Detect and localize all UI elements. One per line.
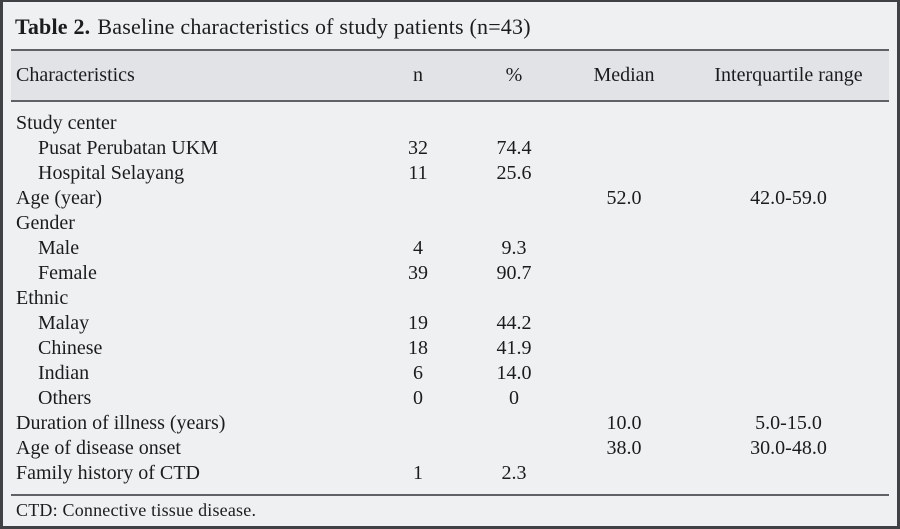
cell-n: 1 — [413, 462, 423, 484]
cell-n: 18 — [408, 337, 428, 359]
row-label: Hospital Selayang — [38, 162, 185, 184]
column-header-row: Characteristics n % Median Interquartile… — [11, 51, 889, 100]
cell-n: 39 — [408, 262, 428, 284]
row-label: Female — [38, 262, 97, 284]
cell-median: 52.0 — [606, 187, 642, 209]
table-row: Others 0 0 — [11, 386, 889, 411]
row-label: Chinese — [38, 337, 103, 359]
bottom-rule-wrap — [3, 494, 897, 496]
cell-iqr: 30.0-48.0 — [750, 437, 827, 459]
table-row: Gender — [11, 211, 889, 236]
divider-top — [11, 49, 889, 51]
table-row: Study center — [11, 111, 889, 136]
row-label: Study center — [16, 112, 117, 134]
divider-bottom — [11, 494, 889, 496]
table-row: Chinese 18 41.9 — [11, 336, 889, 361]
cell-percent: 2.3 — [501, 462, 527, 484]
table-body: Study center Pusat Perubatan UKM 32 74.4 Hos… — [3, 102, 897, 494]
table-row: Hospital Selayang 11 25.6 — [11, 161, 889, 186]
cell-n: 4 — [413, 237, 423, 259]
cell-percent: 9.3 — [501, 237, 527, 259]
cell-percent: 25.6 — [496, 162, 532, 184]
top-rule-wrap: Characteristics n % Median Interquartile… — [3, 49, 897, 102]
column-header-characteristics: Characteristics — [16, 64, 135, 86]
cell-percent: 14.0 — [496, 362, 532, 384]
cell-percent: 41.9 — [496, 337, 532, 359]
row-label: Age (year) — [16, 187, 103, 209]
column-header-median: Median — [593, 64, 655, 86]
row-label: Gender — [16, 212, 75, 234]
row-label: Others — [38, 387, 92, 409]
row-label: Age of disease onset — [16, 437, 181, 459]
cell-n: 6 — [413, 362, 423, 384]
cell-percent: 90.7 — [496, 262, 532, 284]
row-label: Indian — [38, 362, 90, 384]
cell-iqr: 42.0-59.0 — [750, 187, 827, 209]
cell-n: 19 — [408, 312, 428, 334]
row-label: Malay — [38, 312, 90, 334]
cell-n: 11 — [408, 162, 428, 184]
cell-iqr: 5.0-15.0 — [755, 412, 822, 434]
row-label: Male — [38, 237, 80, 259]
cell-n: 32 — [408, 137, 428, 159]
table-row: Age of disease onset 38.0 30.0-48.0 — [11, 436, 889, 461]
table-caption: Baseline characteristics of study patien… — [97, 13, 531, 39]
cell-median: 10.0 — [606, 412, 642, 434]
table-row: Indian 6 14.0 — [11, 361, 889, 386]
table-row: Malay 19 44.2 — [11, 311, 889, 336]
cell-n: 0 — [413, 387, 423, 409]
cell-percent: 44.2 — [496, 312, 532, 334]
cell-median: 38.0 — [606, 437, 642, 459]
column-header-percent: % — [505, 64, 523, 86]
row-label: Family history of CTD — [16, 462, 200, 484]
table-row: Age (year) 52.0 42.0-59.0 — [11, 186, 889, 211]
row-label: Ethnic — [16, 287, 69, 309]
column-header-iqr: Interquartile range — [714, 64, 863, 86]
row-label: Duration of illness (years) — [16, 412, 226, 434]
row-label: Pusat Perubatan UKM — [38, 137, 218, 159]
table-row: Female 39 90.7 — [11, 261, 889, 286]
cell-percent: 74.4 — [496, 137, 532, 159]
table-title: Table 2. Baseline characteristics of stu… — [3, 2, 897, 49]
table-number: Table 2. — [15, 13, 91, 39]
table-footnote: CTD: Connective tissue disease. — [16, 500, 257, 520]
cell-percent: 0 — [509, 387, 519, 409]
table-row: Male 4 9.3 — [11, 236, 889, 261]
divider-header — [11, 100, 889, 102]
table-row: Pusat Perubatan UKM 32 74.4 — [11, 136, 889, 161]
table-row: Duration of illness (years) 10.0 5.0-15.0 — [11, 411, 889, 436]
table-row: Ethnic — [11, 286, 889, 311]
column-header-n: n — [413, 64, 423, 86]
table-row: Family history of CTD 1 2.3 — [11, 461, 889, 486]
